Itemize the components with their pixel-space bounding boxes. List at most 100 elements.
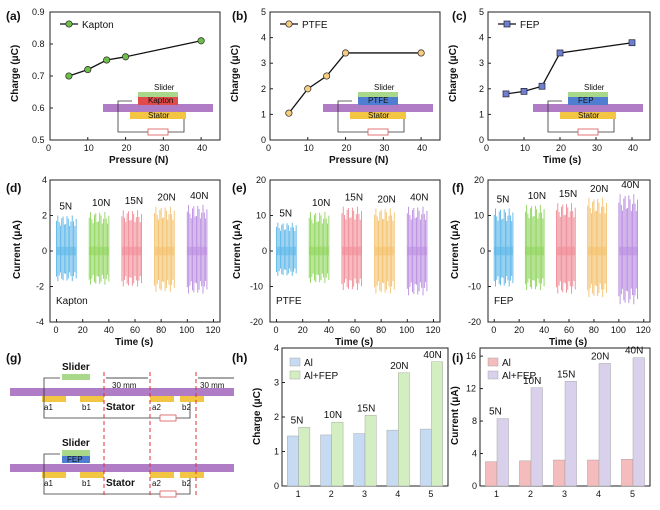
y-tick-label-d: 2 xyxy=(42,211,47,221)
fep-film xyxy=(62,456,90,463)
series-label-f: 15N xyxy=(559,189,577,200)
series-label-f: 5N xyxy=(497,194,510,205)
x-tick-label-b: 40 xyxy=(417,143,427,153)
waveform-5N-d xyxy=(56,215,77,282)
electrode-label: b2 xyxy=(182,403,191,412)
inset-slider-label: Slider xyxy=(584,83,605,92)
waveform-15N-f xyxy=(556,203,576,294)
y-tick-label-h: 1 xyxy=(274,447,279,457)
bar-Al-i xyxy=(621,459,634,487)
series-label-e: 40N xyxy=(410,193,428,204)
y-tick-label-i: 12 xyxy=(466,384,476,394)
y-axis-label-h: Charge (μC) xyxy=(252,388,263,445)
inset-film xyxy=(138,97,178,105)
bar-Al+FEP-h xyxy=(364,415,377,487)
waveform-baseline xyxy=(407,246,427,256)
plot-frame-c xyxy=(487,11,651,141)
y-axis-label-i: Current (μA) xyxy=(450,386,461,445)
inset-slider-label: Slider xyxy=(154,83,175,92)
legend-swatch-i xyxy=(487,357,499,367)
bar-Al+FEP-h xyxy=(298,427,311,487)
x-tick-label-c: 30 xyxy=(592,143,602,153)
y-tick-label-a: 0.8 xyxy=(32,39,45,49)
data-point-c xyxy=(556,49,564,57)
waveform-10N-f xyxy=(524,204,545,291)
track-bar xyxy=(10,388,234,396)
electrode-label: b1 xyxy=(82,403,91,412)
series-label-d: 15N xyxy=(125,196,143,207)
bar-label-i: 10N xyxy=(523,376,541,387)
inset-film xyxy=(358,97,398,105)
panel-label-a: (a) xyxy=(6,9,21,23)
y-tick-label-f: -20 xyxy=(468,317,481,327)
waveform-5N-f xyxy=(493,208,514,287)
inset-stator-block xyxy=(350,112,406,119)
bar-Al+FEP-h xyxy=(431,361,443,487)
y-tick-label-b: 0 xyxy=(261,135,266,145)
y-tick-label-i: 0 xyxy=(472,481,477,491)
waveform-baseline xyxy=(121,246,142,256)
waveform-10N-e xyxy=(308,211,330,283)
panel-label-e: (e) xyxy=(232,181,247,195)
y-axis-label-e: Current (μA) xyxy=(232,220,243,279)
y-tick-label-b: 3 xyxy=(261,58,266,68)
inset-film xyxy=(568,97,608,105)
data-point-b xyxy=(285,109,293,117)
x-tick-label-f: 80 xyxy=(589,325,599,335)
electrode-label: b1 xyxy=(82,479,91,488)
waveform-baseline xyxy=(154,246,175,256)
x-axis-label-c: Time (s) xyxy=(543,155,581,166)
x-tick-label-f: 60 xyxy=(564,325,574,335)
x-tick-label-d: 100 xyxy=(179,325,194,335)
waveform-baseline xyxy=(187,246,207,256)
waveform-baseline xyxy=(89,246,109,256)
dimension-label: 30 mm xyxy=(200,381,225,390)
legend-text-h: Al xyxy=(304,358,313,369)
bar-Al+FEP-i xyxy=(598,363,611,487)
x-tick-label-d: 0 xyxy=(54,325,59,335)
waveform-baseline xyxy=(618,246,638,256)
x-tick-label-b: 0 xyxy=(266,143,271,153)
stator-label: Stator xyxy=(106,478,135,489)
bar-label-h: 40N xyxy=(423,350,441,361)
y-tick-label-e: -20 xyxy=(250,317,263,327)
waveform-baseline xyxy=(525,246,545,256)
waveform-40N-e xyxy=(406,206,428,296)
y-tick-label-f: 0 xyxy=(480,246,485,256)
bar-Al-h xyxy=(419,428,432,487)
series-label-e: 10N xyxy=(312,198,330,209)
slider-block xyxy=(62,450,90,456)
waveform-20N-f xyxy=(587,197,607,298)
electrode xyxy=(80,472,104,478)
y-tick-label-f: 20 xyxy=(474,175,484,185)
x-tick-label-d: 120 xyxy=(205,325,220,335)
plot-frame-a xyxy=(49,11,221,141)
y-tick-label-d: -4 xyxy=(36,317,44,327)
x-axis-label-d: Time (s) xyxy=(115,337,153,348)
y-tick-label-a: 0.9 xyxy=(32,7,45,17)
slider-block xyxy=(62,374,90,380)
plot-frame-b xyxy=(269,11,441,141)
y-tick-label-i: 16 xyxy=(466,351,476,361)
legend-swatch-i xyxy=(487,370,499,380)
series-label-d: 10N xyxy=(92,198,110,209)
bar-Al+FEP-i xyxy=(530,387,543,487)
bar-Al+FEP-i xyxy=(564,381,577,487)
y-tick-label-e: 20 xyxy=(256,175,266,185)
electrode xyxy=(150,396,174,402)
x-tick-label-e: 80 xyxy=(376,325,386,335)
series-label-e: 20N xyxy=(377,194,395,205)
x-tick-label-f: 40 xyxy=(539,325,549,335)
y-tick-label-e: 10 xyxy=(256,211,266,221)
data-point-c xyxy=(628,39,636,47)
bar-label-i: 20N xyxy=(591,351,609,362)
resistor xyxy=(159,414,177,422)
legend-marker-a xyxy=(65,20,73,28)
legend-marker-b xyxy=(285,20,293,28)
waveform-15N-e xyxy=(341,206,362,291)
inset-wire-left xyxy=(337,100,368,133)
y-tick-label-i: 4 xyxy=(472,449,477,459)
panel-label-h: (h) xyxy=(232,351,247,365)
x-tick-label-f: 20 xyxy=(514,325,524,335)
waveform-40N-f xyxy=(618,194,638,305)
